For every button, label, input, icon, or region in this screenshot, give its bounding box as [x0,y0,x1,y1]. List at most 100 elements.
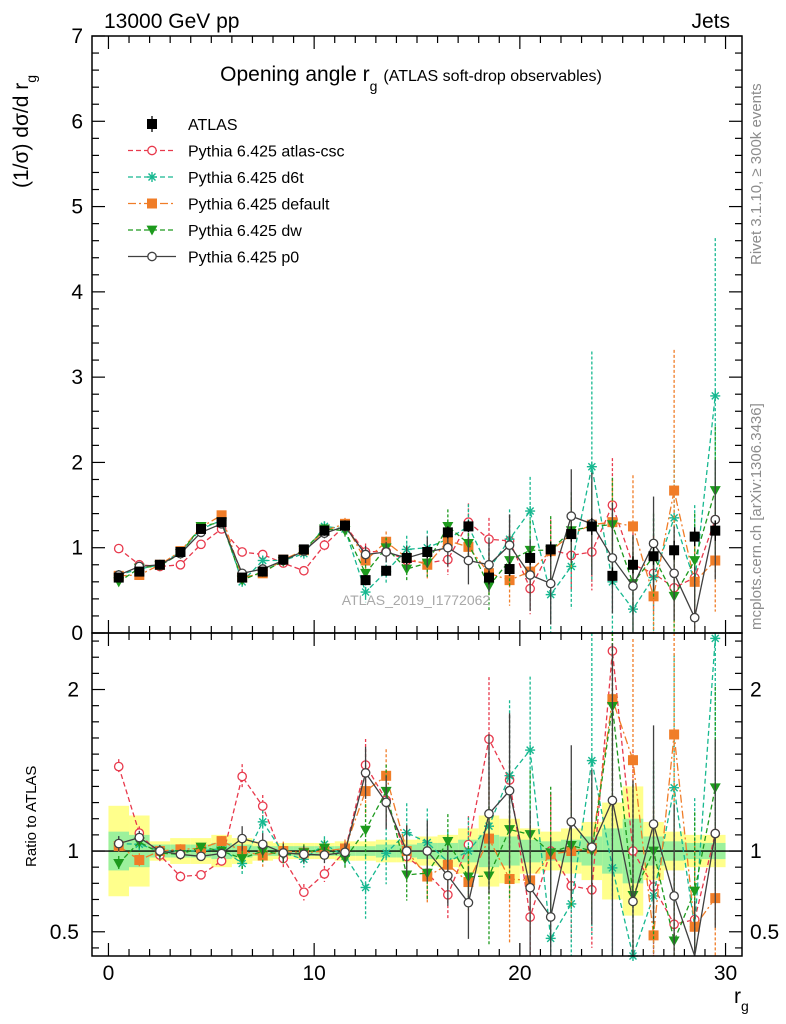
ratio-y-tick-label: 2 [67,679,79,702]
y-axis-label-main: (1/σ) dσ/d rg [10,75,39,188]
data-point [237,572,248,583]
data-point [648,551,659,562]
data-point [483,572,494,583]
data-point [257,555,268,566]
data-point [586,461,597,472]
ratio-point [607,795,618,806]
ratio-point [525,745,536,756]
data-point [627,559,638,570]
data-point [566,511,577,522]
ratio-y-tick-label-right: 1 [750,840,762,863]
ratio-point [586,755,597,766]
ratio-point [669,782,680,793]
ratio-y-tick-label-right: 0.5 [750,921,779,944]
x-tick-label: 20 [508,962,531,985]
legend-entry: Pythia 6.425 d6t [128,170,304,187]
data-point [525,552,536,563]
data-point [422,546,433,557]
ratio-point [443,870,453,881]
legend-label: Pythia 6.425 atlas-csc [188,144,345,161]
legend-marker [147,145,157,156]
legend-label: Pythia 6.425 default [188,197,330,214]
ratio-point [710,828,721,839]
x-tick-label: 30 [714,962,737,985]
ratio-point [113,838,124,849]
y-axis-label-ratio: Ratio to ATLAS [23,766,40,867]
legend-entry: Pythia 6.425 dw [128,223,302,240]
legend-marker [147,198,157,209]
ratio-point [566,816,577,827]
main-data-series [113,238,721,633]
ratio-point [360,768,371,778]
data-point [113,543,124,554]
ratio-point [422,846,433,856]
mcplots-label: mcplots.cern.ch [arXiv:1306.3436] [748,403,765,630]
data-point [216,517,227,528]
ratio-point [401,846,412,856]
ratio-point [669,729,680,740]
data-point [607,570,618,581]
data-point [175,546,186,557]
data-point [360,568,372,579]
data-point [360,549,371,560]
data-point [340,520,351,531]
title-subscript: g [370,78,378,94]
data-point [710,390,721,401]
ratio-point [175,871,186,882]
ratio-point [278,848,289,858]
legend-entry: Pythia 6.425 default [128,197,330,214]
x-tick-label: 10 [302,962,325,985]
ratio-point [299,849,309,860]
watermark: ATLAS_2019_I1772062 [342,592,491,608]
ratio-y-tick-label-right: 2 [750,679,762,702]
ratio-point [484,808,494,819]
data-point [134,566,145,577]
data-point [607,553,618,563]
ratio-point [319,869,330,879]
data-point [669,512,680,523]
data-point [319,540,330,551]
data-point [484,559,494,570]
data-point [586,521,597,532]
data-point [648,538,659,549]
ratio-point [689,886,701,897]
data-point [299,565,309,576]
ratio-point [216,836,227,847]
ratio-y-tick-label: 0.5 [50,921,79,944]
data-point [442,527,453,538]
legend-marker [147,119,157,129]
ratio-point [381,848,392,859]
data-point [298,544,309,555]
data-point [237,547,248,557]
ratio-point [360,825,372,836]
ratio-point [257,839,268,850]
legend-marker [147,172,157,182]
ratio-point [463,897,474,908]
ratio-y-tick-label: 1 [67,840,79,863]
data-point [154,559,165,570]
data-point [443,542,453,553]
y-tick-label: 1 [71,537,83,560]
header-left: 13000 GeV pp [104,10,239,33]
data-point [669,485,680,496]
ratio-point [669,891,679,901]
legend-label: Pythia 6.425 dw [188,223,302,240]
ratio-panel [92,633,742,956]
ratio-point [319,850,330,860]
data-point [401,552,412,563]
x-axis-label: rg [734,985,749,1014]
ratio-point [237,771,248,782]
ratio-point [257,801,268,812]
ratio-point [175,849,186,860]
ratio-point [504,785,515,796]
y-tick-label: 3 [71,366,83,389]
data-point [525,570,535,580]
legend-label: Pythia 6.425 p0 [188,250,299,267]
legend-label: ATLAS [188,117,238,134]
ratio-point [648,819,659,829]
y-tick-label: 6 [71,110,83,133]
data-point [545,578,556,589]
data-point [381,565,392,576]
ratio-point [196,851,206,862]
